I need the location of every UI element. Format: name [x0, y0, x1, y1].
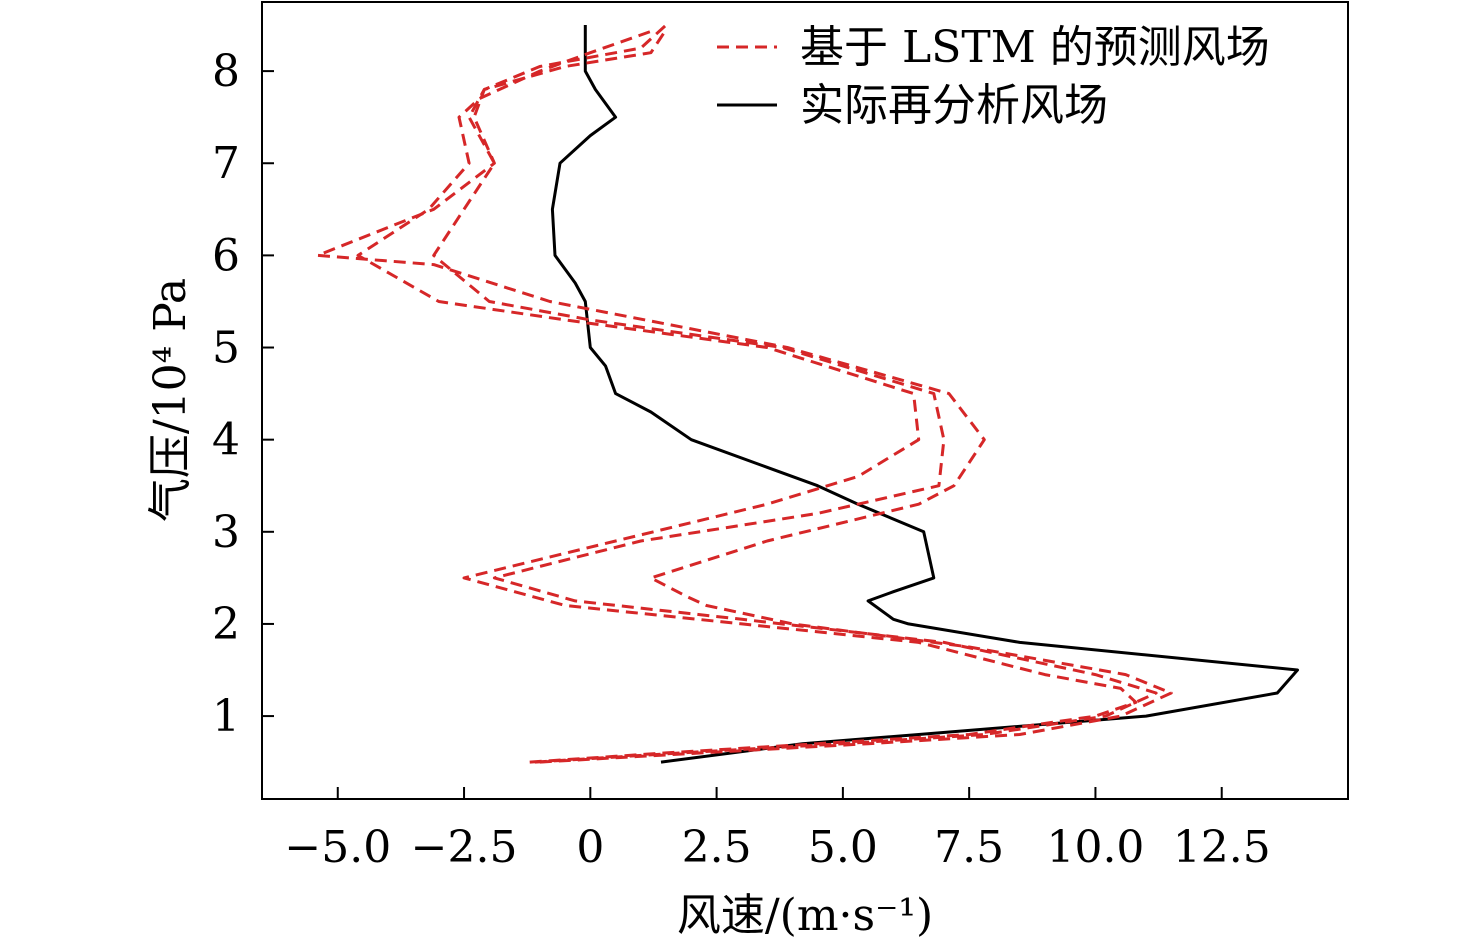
x-tick-label: 5.0 — [808, 822, 878, 873]
y-tick-label: 4 — [212, 415, 240, 466]
x-axis: −5.0 −2.5 0 2.5 5.0 7.5 10.0 12.5 — [284, 787, 1271, 873]
x-tick-label: −2.5 — [411, 822, 518, 873]
y-tick-label: 5 — [212, 323, 240, 374]
series-layer — [316, 23, 1299, 764]
x-tick-label: 0 — [576, 822, 604, 873]
x-axis-title: 风速/(m·s⁻¹) — [677, 890, 933, 941]
x-tick-label: 2.5 — [682, 822, 752, 873]
legend-label-predicted: 基于 LSTM 的预测风场 — [800, 22, 1270, 73]
y-tick-label: 8 — [212, 46, 240, 97]
x-tick-label: 7.5 — [934, 822, 1004, 873]
x-tick-label: 12.5 — [1173, 822, 1271, 873]
legend: 基于 LSTM 的预测风场 实际再分析风场 — [717, 22, 1270, 131]
y-axis: 1 2 3 4 5 6 7 8 — [212, 46, 274, 742]
y-tick-label: 3 — [212, 507, 240, 558]
y-tick-label: 1 — [212, 691, 240, 742]
predicted-series-line-1 — [356, 28, 1138, 764]
predicted-series-line-3 — [316, 28, 1173, 764]
x-tick-label: 10.0 — [1046, 822, 1144, 873]
plot-frame — [261, 1, 1349, 800]
y-tick-label: 2 — [212, 599, 240, 650]
y-tick-label: 7 — [212, 138, 240, 189]
legend-label-actual: 实际再分析风场 — [800, 80, 1108, 131]
x-tick-label: −5.0 — [284, 822, 391, 873]
actual-series-line — [550, 25, 1299, 764]
y-tick-label: 6 — [212, 230, 240, 281]
y-axis-title: 气压/10⁴ Pa — [145, 278, 196, 522]
predicted-series-line-2 — [432, 23, 1158, 764]
